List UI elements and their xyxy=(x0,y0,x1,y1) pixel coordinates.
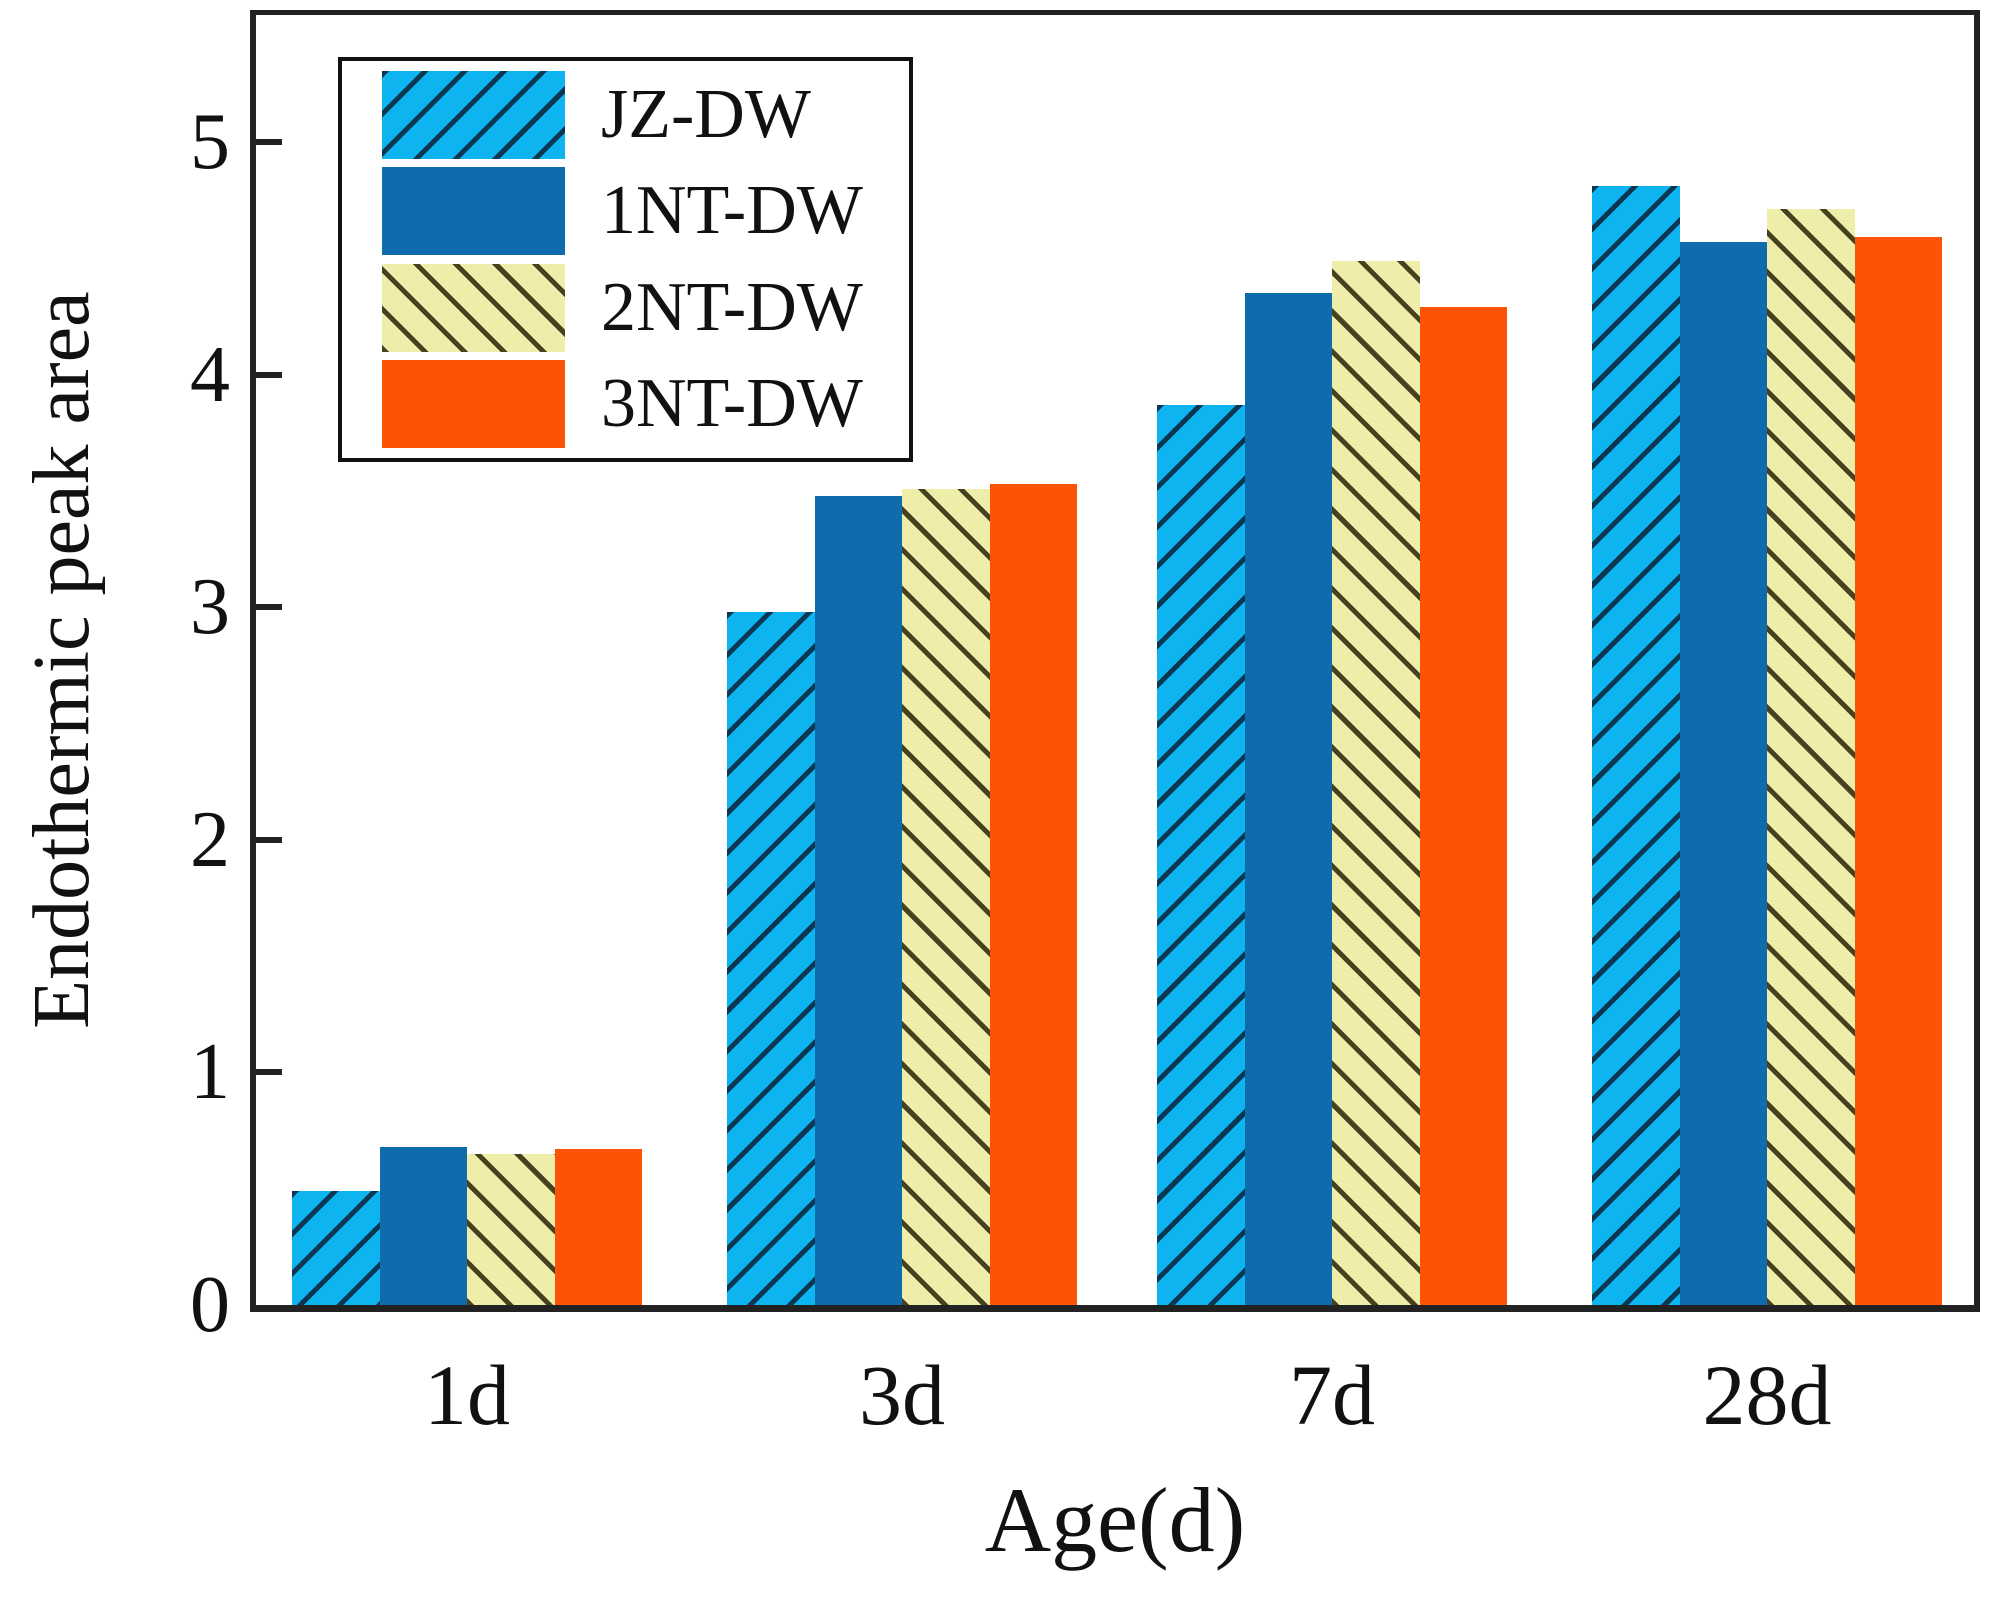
bar-3nt-dw-7d xyxy=(1419,307,1507,1305)
bar-jz-dw-3d xyxy=(727,611,815,1305)
bar-1nt-dw-28d xyxy=(1679,242,1767,1305)
legend-label-2nt-dw: 2NT-DW xyxy=(601,268,863,346)
legend-item-3nt-dw: 3NT-DW xyxy=(382,356,909,452)
bar-1nt-dw-1d xyxy=(379,1146,467,1305)
bar-2nt-dw-7d xyxy=(1332,260,1420,1305)
bar-jz-dw-7d xyxy=(1157,404,1245,1305)
y-tick-label-0: 0 xyxy=(190,1261,230,1349)
bar-2nt-dw-3d xyxy=(902,488,990,1305)
bar-2nt-dw-1d xyxy=(467,1153,555,1305)
y-tick-2 xyxy=(256,836,282,843)
bar-2nt-dw-28d xyxy=(1767,209,1855,1305)
legend-swatch-jz-dw xyxy=(382,71,565,160)
legend-label-1nt-dw: 1NT-DW xyxy=(601,172,863,250)
y-tick-label-3: 3 xyxy=(190,563,230,652)
y-tick-4 xyxy=(256,371,282,378)
plot-inner xyxy=(256,15,1974,1305)
legend-item-jz-dw: JZ-DW xyxy=(382,67,909,163)
legend-swatch-2nt-dw xyxy=(382,263,565,352)
bar-3nt-dw-1d xyxy=(554,1149,642,1305)
legend-swatch-1nt-dw xyxy=(382,167,565,256)
y-tick-label-1: 1 xyxy=(190,1028,230,1117)
x-axis-title: Age(d) xyxy=(984,1469,1246,1571)
x-tick-label-3d: 3d xyxy=(859,1347,945,1443)
x-tick-label-28d: 28d xyxy=(1702,1347,1832,1443)
x-tick-label-1d: 1d xyxy=(424,1347,510,1443)
legend: JZ-DW 1NT-DW 2NT-DW 3NT-DW xyxy=(338,57,913,462)
bar-jz-dw-28d xyxy=(1592,186,1680,1305)
y-tick-5 xyxy=(256,139,282,145)
legend-item-1nt-dw: 1NT-DW xyxy=(382,163,909,259)
legend-item-2nt-dw: 2NT-DW xyxy=(382,260,909,356)
plot-area xyxy=(250,10,1980,1312)
legend-label-3nt-dw: 3NT-DW xyxy=(601,364,863,442)
legend-label-jz-dw: JZ-DW xyxy=(601,76,811,154)
bar-1nt-dw-3d xyxy=(814,495,902,1305)
bar-1nt-dw-7d xyxy=(1244,293,1332,1305)
y-tick-label-5: 5 xyxy=(190,98,230,186)
bar-jz-dw-1d xyxy=(292,1191,380,1305)
legend-swatch-3nt-dw xyxy=(382,359,565,448)
bar-3nt-dw-3d xyxy=(989,483,1077,1305)
y-tick-3 xyxy=(256,604,282,611)
x-tick-label-7d: 7d xyxy=(1289,1347,1375,1443)
bar-3nt-dw-28d xyxy=(1854,237,1942,1305)
y-tick-label-2: 2 xyxy=(190,795,230,884)
y-tick-1 xyxy=(256,1069,282,1076)
y-tick-label-4: 4 xyxy=(190,330,230,419)
